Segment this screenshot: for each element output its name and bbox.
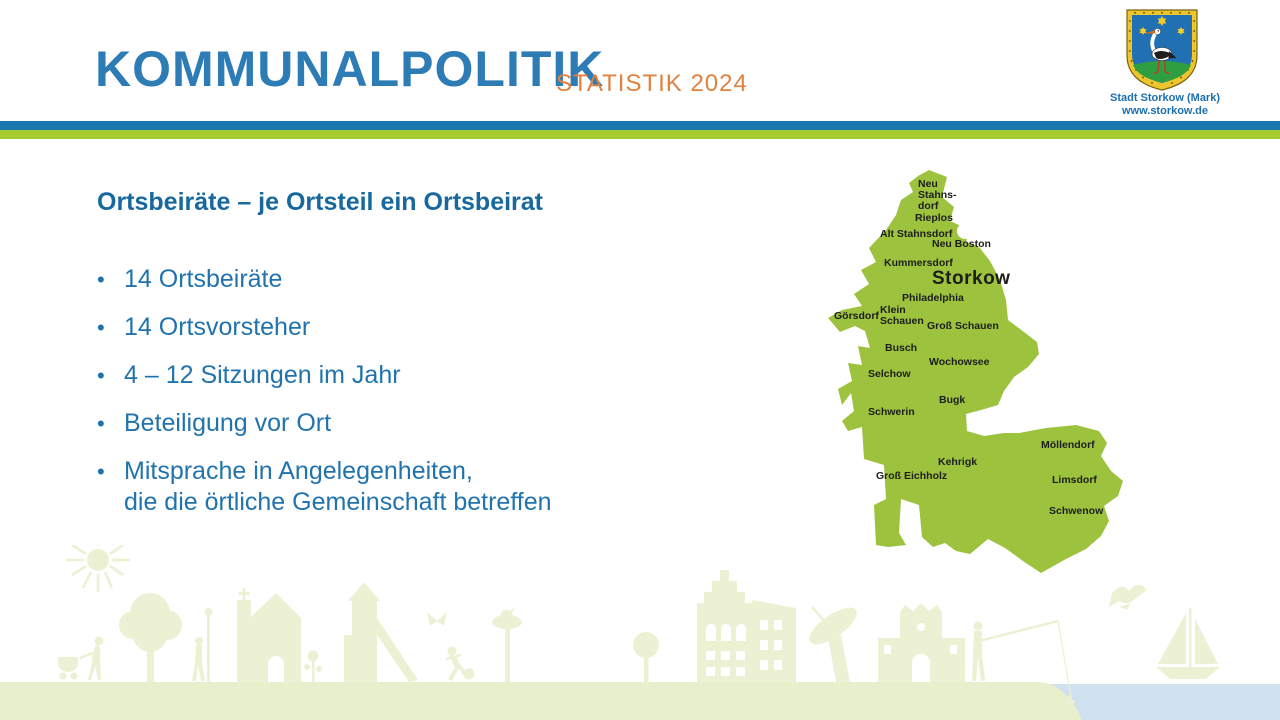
lamppost-person-icon xyxy=(192,608,213,682)
crest-stars xyxy=(1139,16,1185,35)
crest-caption-line2: www.storkow.de xyxy=(1122,105,1208,117)
flower-icon xyxy=(304,650,322,682)
separator-bar-green xyxy=(0,130,1280,139)
crest-caption: Stadt Storkow (Mark) www.storkow.de xyxy=(1095,92,1235,118)
page-subtitle: STATISTIK 2024 xyxy=(556,70,748,97)
running-child-icon xyxy=(445,646,475,681)
map-label: Groß Schauen xyxy=(927,320,999,332)
list-item: • 14 Ortsvorsteher xyxy=(97,313,311,341)
list-item: • Beteiligung vor Ort xyxy=(97,409,332,437)
bullet-list: • 14 Ortsbeiräte • 14 Ortsvorsteher • 4 – 1… xyxy=(97,264,687,535)
page-title: KOMMUNALPOLITIK xyxy=(95,41,605,97)
map-label: Bugk xyxy=(939,394,966,406)
bullet-icon: • xyxy=(97,459,105,484)
water xyxy=(1040,684,1280,720)
flying-bird-icon xyxy=(1109,584,1147,610)
sailboat-icon xyxy=(1156,608,1220,679)
map-label: Selchow xyxy=(868,368,911,380)
map-label: Groß Eichholz xyxy=(876,470,948,482)
map-label: Wochowsee xyxy=(929,356,990,368)
map-label: Möllendorf xyxy=(1041,439,1095,451)
person-with-pram-icon xyxy=(58,636,104,680)
footer-cityscape-illustration xyxy=(0,545,1280,720)
map-label: Neu Boston xyxy=(932,238,991,250)
map-label-storkow: Storkow xyxy=(932,268,1011,289)
map-label: Alt Stahnsdorf xyxy=(880,228,953,240)
ground-band xyxy=(0,682,1082,720)
section-heading: Ortsbeiräte – je Ortsteil ein Ortsbeirat xyxy=(97,188,543,216)
map-label: Görsdorf xyxy=(834,310,879,322)
bullet-icon: • xyxy=(97,267,105,292)
map-label: Rieplos xyxy=(915,212,953,224)
town-hall-icon xyxy=(697,570,796,682)
map-label: Schwenow xyxy=(1049,505,1104,517)
crest-stork xyxy=(1144,28,1177,75)
bullet-icon: • xyxy=(97,363,105,388)
map-label: Limsdorf xyxy=(1052,474,1097,486)
butterfly-icon xyxy=(427,612,447,626)
map-silhouette xyxy=(828,170,1123,573)
crest-caption-line1: Stadt Storkow (Mark) xyxy=(1109,92,1220,104)
map-label: Philadelphia xyxy=(902,292,964,304)
storkow-coat-of-arms-icon xyxy=(1126,9,1198,91)
list-item: • 4 – 12 Sitzungen im Jahr xyxy=(97,361,401,389)
bullet-icon: • xyxy=(97,411,105,436)
castle-gate-icon xyxy=(878,603,965,682)
map-label: Kummersdorf xyxy=(884,257,953,269)
fisherman-icon xyxy=(972,619,1076,705)
satellite-dish-icon xyxy=(809,606,857,682)
small-tree-icon xyxy=(633,632,659,682)
bullet-icon: • xyxy=(97,315,105,340)
storkow-municipality-map: Neu Stahns- dorf Rieplos Alt Stahnsdorf … xyxy=(818,165,1138,575)
map-label: Kehrigk xyxy=(938,456,978,468)
map-label: Busch xyxy=(885,342,918,354)
stork-nest-icon xyxy=(492,606,522,682)
map-label: Klein Schauen xyxy=(880,304,924,327)
map-label: Neu Stahns- dorf xyxy=(918,178,957,212)
sun-icon xyxy=(66,545,130,592)
list-item: • 14 Ortsbeiräte xyxy=(97,265,283,293)
map-label: Schwerin xyxy=(868,406,915,418)
playground-slide-icon xyxy=(344,582,418,682)
tree-icon xyxy=(119,593,182,682)
separator-bar-blue xyxy=(0,121,1280,130)
church-icon xyxy=(237,588,301,682)
list-item: • Mitsprache in Angelegenheiten, die die … xyxy=(97,457,552,516)
